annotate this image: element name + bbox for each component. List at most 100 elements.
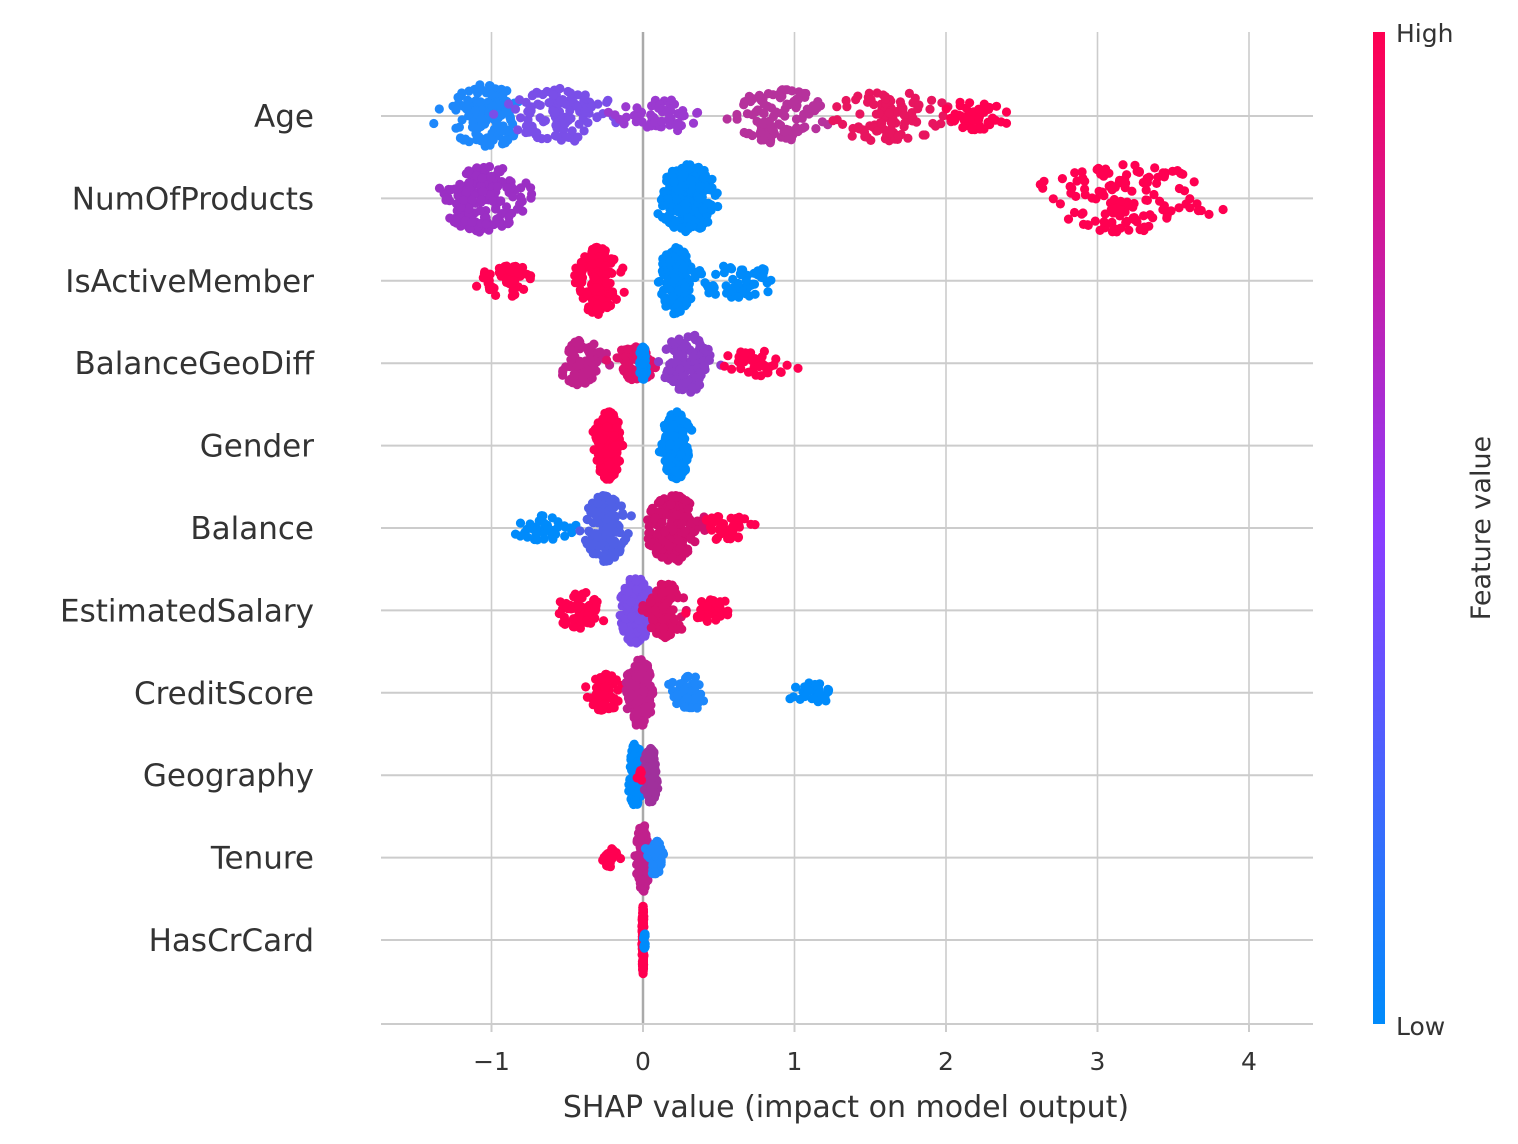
shap-dot <box>575 623 586 633</box>
shap-dot <box>723 351 733 361</box>
shap-dot <box>869 99 879 110</box>
shap-dot <box>647 101 657 111</box>
shap-dot <box>646 700 656 710</box>
shap-dot <box>759 108 769 119</box>
shap-dot <box>590 529 600 539</box>
shap-dot <box>572 102 582 112</box>
shap-dot <box>464 203 474 214</box>
shap-dot <box>481 219 491 229</box>
feature-label: EstimatedSalary <box>60 593 314 629</box>
shap-dot <box>589 594 600 605</box>
shap-dot <box>668 677 678 688</box>
shap-dot <box>601 301 611 311</box>
shap-dot <box>501 107 511 117</box>
shap-dot <box>593 518 603 528</box>
shap-dot <box>1152 178 1162 188</box>
shap-dot <box>655 496 665 506</box>
shap-dot <box>586 102 597 112</box>
shap-dot <box>631 117 641 127</box>
shap-dot <box>1179 186 1190 196</box>
shap-dot <box>476 195 486 205</box>
feature-label: BalanceGeoDiff <box>74 346 314 382</box>
shap-dot <box>702 281 713 291</box>
colorbar-high-label: High <box>1396 19 1453 48</box>
shap-dot <box>647 614 658 624</box>
shap-dot <box>759 135 769 145</box>
shap-dot <box>780 111 790 121</box>
shap-dot <box>590 613 600 623</box>
shap-dot <box>1127 186 1137 196</box>
shap-dot <box>1122 170 1132 180</box>
shap-dot <box>1080 190 1090 200</box>
shap-dot <box>801 88 811 99</box>
shap-dot <box>679 702 690 712</box>
shap-dot <box>673 349 684 360</box>
shap-dot <box>702 601 713 611</box>
shap-dot <box>751 107 761 117</box>
shap-dot <box>670 273 680 283</box>
shap-dot <box>663 194 673 204</box>
shap-dot <box>719 361 730 371</box>
shap-dot <box>1218 204 1228 215</box>
shap-dot <box>464 177 474 188</box>
shap-dot <box>881 94 891 104</box>
shap-dot <box>476 97 486 107</box>
shap-dot <box>965 98 975 108</box>
x-axis: −1 0 1 2 3 4 <box>381 1023 1313 1076</box>
shap-dot <box>631 719 642 729</box>
shap-dot <box>728 274 738 284</box>
shap-dot <box>493 165 503 175</box>
shap-dot <box>475 206 485 216</box>
shap-dot <box>693 107 703 118</box>
shap-dot <box>682 455 692 465</box>
shap-dot <box>660 527 670 537</box>
colorbar: High Low Feature value <box>1373 19 1497 1041</box>
shap-dot <box>1099 217 1109 227</box>
shap-dot <box>991 101 1002 111</box>
shap-dot <box>653 103 664 113</box>
shap-dot <box>758 271 768 281</box>
shap-dot <box>576 264 586 274</box>
shap-dot <box>671 194 681 204</box>
shap-dot <box>525 519 535 529</box>
shap-dot <box>1090 216 1100 226</box>
shap-dot <box>1099 191 1109 201</box>
shap-dot <box>461 188 471 198</box>
x-tick-label: 4 <box>1241 1047 1257 1076</box>
shap-dot <box>669 583 680 594</box>
shap-dot <box>607 287 618 297</box>
shap-dot <box>693 162 704 172</box>
shap-dot <box>656 857 666 867</box>
shap-dot <box>602 355 612 365</box>
shap-dot <box>763 287 773 297</box>
shap-dot <box>657 518 667 528</box>
shap-dot <box>491 204 501 214</box>
shap-dot <box>1077 167 1087 177</box>
shap-dot <box>472 281 482 291</box>
shap-dot <box>531 129 541 139</box>
x-tick-label: −1 <box>473 1047 510 1076</box>
shap-dot <box>1158 205 1168 215</box>
shap-dot <box>485 269 495 279</box>
shap-dot <box>522 532 533 542</box>
shap-dot <box>746 96 756 107</box>
shap-dot <box>847 131 857 141</box>
shap-dot <box>464 111 474 121</box>
shap-dot <box>1099 171 1109 181</box>
shap-dot <box>636 624 647 634</box>
feature-label: Geography <box>143 758 314 794</box>
shap-dot <box>681 378 691 388</box>
shap-dot <box>678 430 688 440</box>
shap-dot <box>719 261 729 271</box>
shap-dot <box>575 526 585 536</box>
shap-dot <box>726 513 736 523</box>
shap-dot <box>636 768 646 778</box>
shap-dot <box>899 110 909 120</box>
shap-dot <box>621 359 632 369</box>
shap-dot <box>714 512 724 522</box>
shap-dot <box>679 262 689 272</box>
shap-dot <box>741 276 751 286</box>
shap-dot <box>501 274 511 284</box>
shap-dot <box>672 624 682 635</box>
shap-dot <box>803 686 814 696</box>
